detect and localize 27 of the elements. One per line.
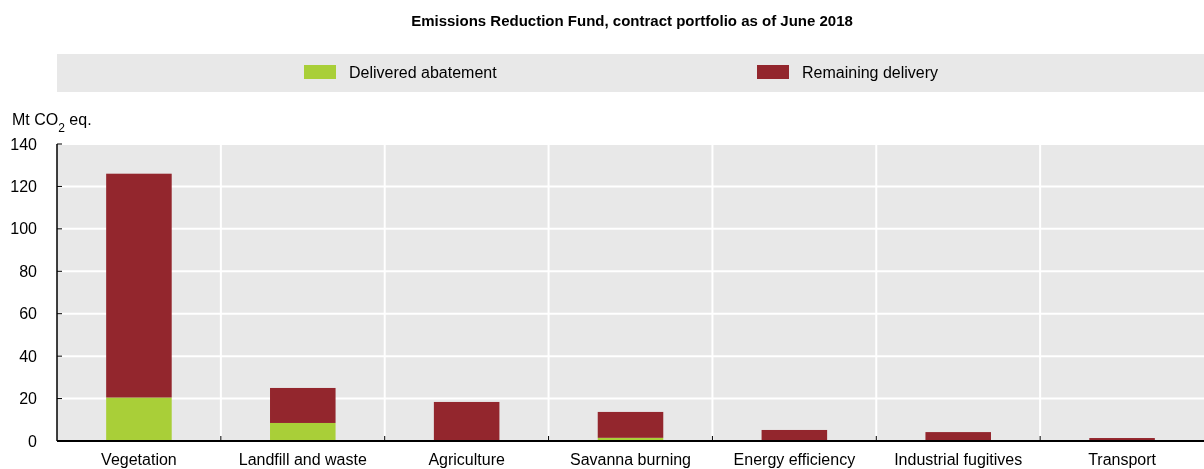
- x-tick-label: Vegetation: [101, 451, 177, 468]
- bar: [761, 429, 828, 441]
- bar: [270, 387, 336, 423]
- x-tick-label: Energy efficiency: [733, 451, 856, 468]
- x-tick-label: Transport: [1088, 451, 1157, 468]
- bar: [106, 397, 172, 441]
- y-tick-label: 0: [28, 432, 38, 450]
- legend-label: Delivered abatement: [349, 64, 498, 81]
- x-tick-label: Landfill and waste: [238, 451, 367, 468]
- y-tick-label: 60: [19, 305, 38, 323]
- x-tick-label: Industrial fugitives: [894, 451, 1023, 468]
- y-tick-label: 140: [10, 135, 38, 153]
- x-tick-label: Agriculture: [428, 451, 505, 468]
- bar: [925, 432, 991, 441]
- y-tick-label: 120: [10, 178, 38, 196]
- y-tick-label: 80: [19, 262, 38, 280]
- bar: [433, 401, 500, 441]
- bar: [270, 422, 336, 441]
- legend-label: Remaining delivery: [802, 64, 939, 81]
- y-tick-label: 20: [19, 390, 38, 408]
- y-tick-label: 100: [10, 220, 38, 238]
- bar: [597, 411, 664, 438]
- y-axis-title: Mt CO$_{2}$ eq.: [12, 111, 92, 135]
- x-tick-label: Savanna burning: [570, 451, 691, 468]
- y-tick-label: 40: [19, 347, 38, 365]
- bar: [106, 173, 172, 398]
- chart-title: Emissions Reduction Fund, contract portfolio as of June 2018: [411, 12, 853, 29]
